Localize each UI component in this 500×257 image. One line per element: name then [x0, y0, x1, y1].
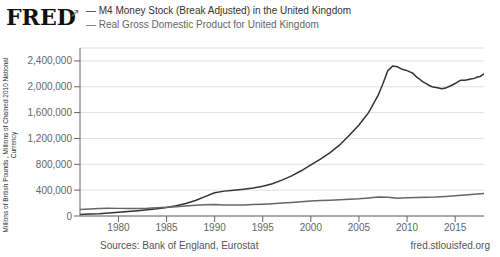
svg-text:2,400,000: 2,400,000	[28, 55, 73, 66]
svg-text:1,600,000: 1,600,000	[28, 107, 73, 118]
svg-text:400,000: 400,000	[36, 185, 73, 196]
svg-text:1995: 1995	[252, 222, 275, 233]
svg-text:2000: 2000	[300, 222, 323, 233]
svg-text:2010: 2010	[396, 222, 419, 233]
html-text:Millions of British Pounds , M: Millions of British Pounds , Millions of…	[2, 57, 17, 233]
svg-text:1,200,000: 1,200,000	[28, 133, 73, 144]
svg-text:1985: 1985	[155, 222, 178, 233]
svg-text:1980: 1980	[107, 222, 130, 233]
html-text:FRED: FRED	[6, 4, 76, 30]
html-text:— Real Gross Domestic Product: — Real Gross Domestic Product for United…	[86, 19, 319, 30]
html-text:fred.stlouisfed.org: fred.stlouisfed.org	[410, 240, 490, 251]
svg-text:2,000,000: 2,000,000	[28, 81, 73, 92]
html-text:— M4 Money Stock (Break Adjust: — M4 Money Stock (Break Adjusted) in the…	[86, 5, 352, 16]
svg-text:2015: 2015	[444, 222, 467, 233]
html-text:Sources: Bank of England, Euro: Sources: Bank of England, Eurostat	[100, 240, 259, 251]
svg-text:1990: 1990	[204, 222, 227, 233]
svg-text:800,000: 800,000	[36, 159, 73, 170]
svg-text:2005: 2005	[348, 222, 371, 233]
svg-text:0: 0	[66, 211, 72, 222]
